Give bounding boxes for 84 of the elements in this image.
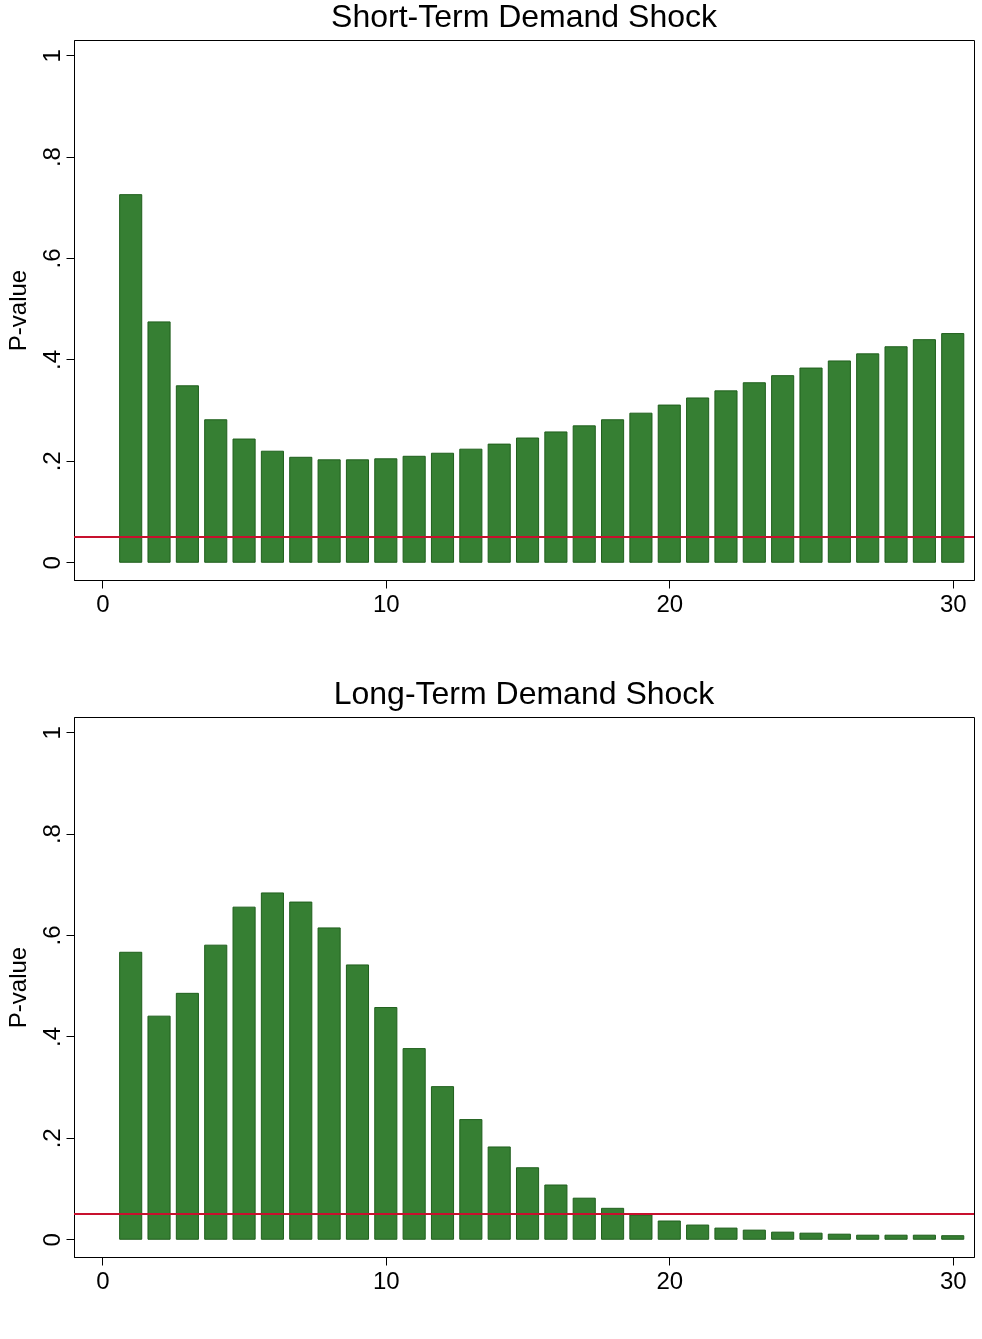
y-tick-label: .8 bbox=[37, 824, 65, 845]
bar bbox=[317, 459, 341, 563]
y-tick-label: .2 bbox=[37, 451, 65, 472]
y-tick-label: .8 bbox=[37, 147, 65, 168]
bar bbox=[657, 1220, 681, 1240]
bar bbox=[572, 425, 596, 563]
bar bbox=[771, 375, 795, 563]
bar bbox=[856, 353, 880, 563]
bar bbox=[544, 1184, 568, 1240]
bar bbox=[941, 333, 965, 563]
y-axis-title: P-value bbox=[3, 946, 31, 1029]
x-tick-label: 0 bbox=[96, 1266, 110, 1294]
bar bbox=[147, 1015, 171, 1240]
x-tick-label: 30 bbox=[939, 589, 967, 617]
bar bbox=[601, 1207, 625, 1240]
bar bbox=[714, 1227, 738, 1240]
bar bbox=[204, 419, 228, 563]
bar bbox=[657, 404, 681, 563]
bar bbox=[459, 1119, 483, 1240]
bar bbox=[771, 1231, 795, 1240]
bar bbox=[345, 459, 370, 563]
y-tick-label: 0 bbox=[37, 556, 65, 570]
x-tick-label: 10 bbox=[372, 589, 400, 617]
bar bbox=[317, 927, 341, 1240]
bar bbox=[487, 443, 511, 563]
bar bbox=[714, 390, 738, 563]
bar bbox=[430, 452, 455, 563]
bar bbox=[515, 1167, 540, 1240]
bar bbox=[912, 339, 936, 563]
bar bbox=[430, 1086, 455, 1240]
y-tick-label: .4 bbox=[37, 1026, 65, 1047]
chart-title: Short-Term Demand Shock bbox=[331, 0, 718, 34]
y-tick-label: 1 bbox=[37, 726, 65, 740]
bar bbox=[827, 1233, 851, 1240]
bar bbox=[204, 944, 228, 1240]
x-tick-label: 20 bbox=[656, 589, 684, 617]
bar bbox=[232, 906, 256, 1240]
bar bbox=[827, 360, 851, 563]
bar bbox=[232, 438, 256, 563]
bar bbox=[175, 385, 199, 563]
bar bbox=[742, 1229, 766, 1240]
bar bbox=[742, 382, 766, 563]
bar bbox=[289, 456, 313, 563]
bar bbox=[686, 1224, 710, 1240]
bar bbox=[175, 992, 199, 1240]
bar bbox=[884, 1234, 908, 1240]
bar bbox=[487, 1146, 511, 1240]
bar bbox=[345, 964, 370, 1240]
bar bbox=[459, 448, 483, 563]
y-axis-title: P-value bbox=[3, 269, 31, 352]
bar bbox=[119, 194, 143, 563]
y-tick-label: .6 bbox=[37, 925, 65, 946]
bar bbox=[912, 1234, 936, 1240]
x-tick-label: 10 bbox=[372, 1266, 400, 1294]
bar bbox=[119, 951, 143, 1240]
bar bbox=[799, 1232, 823, 1240]
bar bbox=[374, 458, 398, 563]
bar bbox=[572, 1197, 596, 1240]
bar bbox=[260, 892, 284, 1240]
bar bbox=[601, 419, 625, 563]
x-tick-label: 30 bbox=[939, 1266, 967, 1294]
chart-title: Long-Term Demand Shock bbox=[333, 675, 716, 711]
y-tick-label: 0 bbox=[37, 1233, 65, 1247]
bar bbox=[941, 1235, 965, 1240]
bar bbox=[260, 450, 284, 563]
bar bbox=[147, 321, 171, 563]
bar bbox=[629, 1214, 653, 1240]
bar bbox=[402, 1048, 426, 1240]
bar bbox=[515, 437, 540, 563]
bar bbox=[544, 431, 568, 563]
bar bbox=[629, 412, 653, 563]
bar bbox=[402, 455, 426, 563]
y-tick-label: .2 bbox=[37, 1128, 65, 1149]
y-tick-label: .4 bbox=[37, 349, 65, 370]
bar bbox=[686, 397, 710, 563]
bar bbox=[884, 346, 908, 563]
bar bbox=[799, 367, 823, 563]
x-tick-label: 0 bbox=[96, 589, 110, 617]
bar bbox=[856, 1234, 880, 1240]
y-tick-label: .6 bbox=[37, 248, 65, 269]
bar bbox=[289, 901, 313, 1240]
x-tick-label: 20 bbox=[656, 1266, 684, 1294]
y-tick-label: 1 bbox=[37, 49, 65, 63]
bar bbox=[374, 1007, 398, 1240]
